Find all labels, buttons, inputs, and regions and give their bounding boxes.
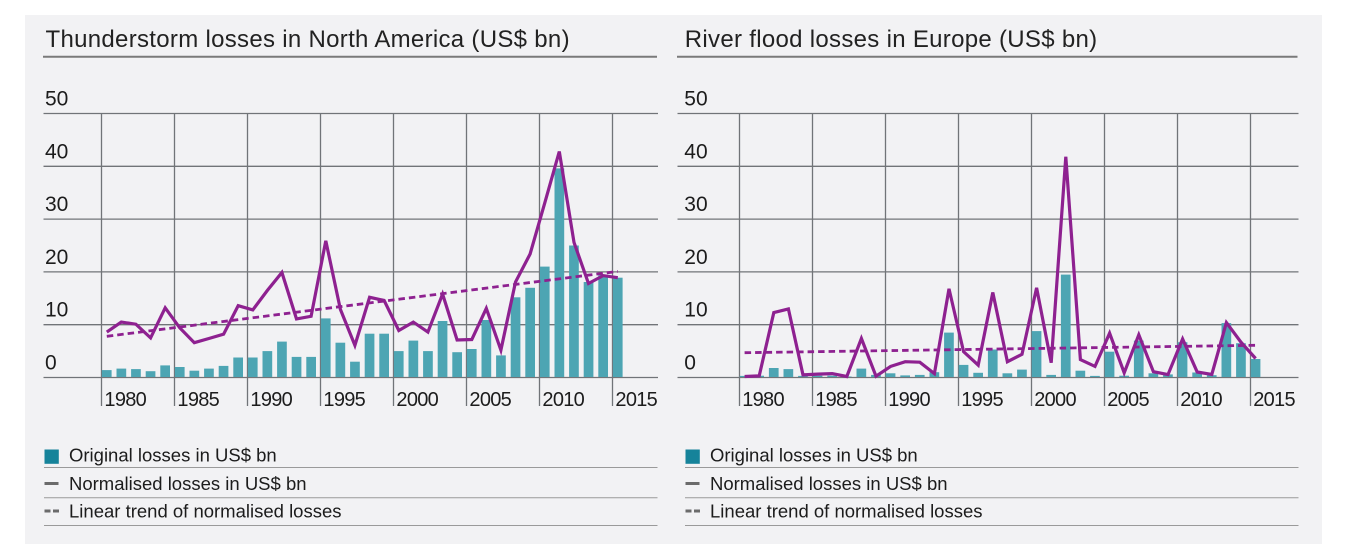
svg-text:Normalised losses in US$ bn: Normalised losses in US$ bn	[69, 473, 307, 494]
svg-text:20: 20	[684, 246, 707, 269]
svg-text:1980: 1980	[742, 389, 784, 411]
svg-text:2005: 2005	[1107, 389, 1149, 411]
svg-text:2015: 2015	[615, 389, 657, 411]
svg-text:Linear trend of normalised los: Linear trend of normalised losses	[69, 501, 342, 522]
svg-text:1985: 1985	[815, 389, 857, 411]
svg-text:Original losses in US$ bn: Original losses in US$ bn	[710, 445, 918, 466]
svg-text:40: 40	[45, 140, 68, 163]
svg-text:Normalised losses in US$ bn: Normalised losses in US$ bn	[710, 473, 948, 494]
svg-text:10: 10	[684, 299, 707, 322]
svg-text:Thunderstorm losses in North A: Thunderstorm losses in North America (US…	[46, 26, 570, 53]
svg-text:2010: 2010	[542, 389, 584, 411]
svg-text:2005: 2005	[469, 389, 511, 411]
svg-text:2015: 2015	[1253, 389, 1295, 411]
svg-text:1995: 1995	[961, 389, 1003, 411]
svg-text:River flood losses in Europe (: River flood losses in Europe (US$ bn)	[685, 26, 1098, 53]
svg-text:Original losses in US$ bn: Original losses in US$ bn	[69, 445, 277, 466]
svg-text:2000: 2000	[1034, 389, 1076, 411]
svg-text:2010: 2010	[1180, 389, 1222, 411]
svg-text:1990: 1990	[888, 389, 930, 411]
svg-text:10: 10	[45, 299, 68, 322]
svg-text:1985: 1985	[177, 389, 219, 411]
svg-text:50: 50	[684, 88, 707, 111]
svg-text:30: 30	[684, 193, 707, 216]
svg-text:1980: 1980	[104, 389, 146, 411]
svg-text:0: 0	[684, 352, 696, 375]
svg-text:2000: 2000	[396, 389, 438, 411]
svg-text:0: 0	[45, 352, 57, 375]
svg-text:40: 40	[684, 140, 707, 163]
svg-text:1995: 1995	[323, 389, 365, 411]
svg-text:30: 30	[45, 193, 68, 216]
svg-text:50: 50	[45, 88, 68, 111]
svg-text:1990: 1990	[250, 389, 292, 411]
svg-text:20: 20	[45, 246, 68, 269]
svg-text:Linear trend of normalised los: Linear trend of normalised losses	[710, 501, 983, 522]
